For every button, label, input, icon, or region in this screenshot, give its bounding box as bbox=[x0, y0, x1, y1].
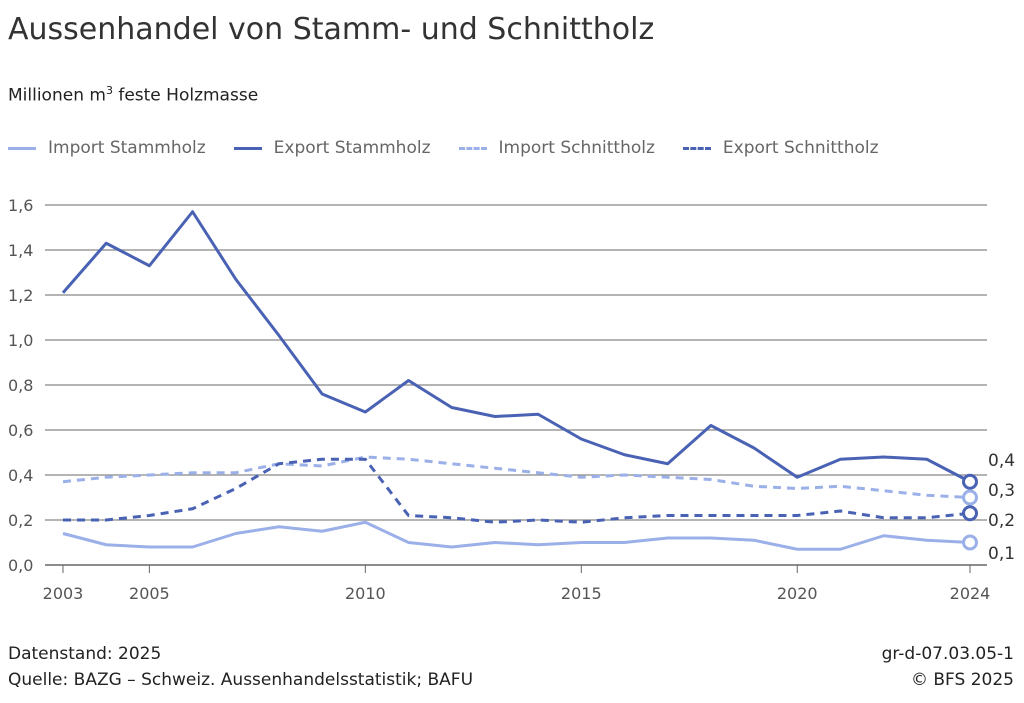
y-tick-label: 1,6 bbox=[8, 196, 33, 215]
datenstand: Datenstand: 2025 bbox=[8, 644, 162, 664]
y-tick-label: 1,4 bbox=[8, 241, 33, 260]
end-marker bbox=[962, 489, 978, 506]
legend-label: Export Stammholz bbox=[273, 138, 431, 158]
series-line-import-stammholz bbox=[62, 520, 971, 551]
x-tick-label: 2005 bbox=[129, 584, 170, 603]
x-tick-label: 2024 bbox=[950, 584, 991, 603]
chart-subtitle: Millionen m3 feste Holzmasse bbox=[8, 84, 258, 106]
series-line-export-schnittholz bbox=[63, 457, 971, 524]
end-value-label: 0,2 bbox=[988, 511, 1015, 531]
y-tick-label: 0,6 bbox=[8, 421, 33, 440]
y-tick-label: 1,2 bbox=[8, 286, 33, 305]
end-value-label: 0,1 bbox=[988, 544, 1015, 564]
end-value-label: 0,4 bbox=[988, 451, 1015, 471]
x-tick-label: 2010 bbox=[345, 584, 386, 603]
end-value-label: 0,3 bbox=[988, 481, 1015, 501]
y-tick-label: 1,0 bbox=[8, 331, 33, 350]
legend-swatch bbox=[233, 146, 262, 150]
x-tick-label: 2020 bbox=[777, 584, 818, 603]
y-tick-label: 0,4 bbox=[8, 466, 33, 485]
x-tick-label: 2003 bbox=[43, 584, 84, 603]
legend-item: Import Stammholz bbox=[8, 138, 206, 158]
legend-swatch bbox=[8, 146, 36, 150]
series-line-import-schnittholz bbox=[62, 455, 971, 499]
legend-label: Export Schnittholz bbox=[722, 138, 879, 158]
chart-title: Aussenhandel von Stamm- und Schnittholz bbox=[8, 12, 655, 47]
source: Quelle: BAZG – Schweiz. Aussenhandelssta… bbox=[8, 670, 474, 690]
y-tick-label: 0,8 bbox=[8, 376, 33, 395]
copyright: © BFS 2025 bbox=[910, 670, 1014, 690]
unit-superscript: 3 bbox=[105, 84, 113, 97]
end-marker bbox=[962, 534, 978, 551]
legend-swatch bbox=[458, 146, 487, 150]
unit-suffix: feste Holzmasse bbox=[112, 85, 259, 106]
series-line-export-stammholz bbox=[61, 210, 971, 484]
end-marker bbox=[962, 473, 978, 490]
chart-code: gr-d-07.03.05-1 bbox=[881, 644, 1014, 664]
legend-item: Export Schnittholz bbox=[682, 138, 879, 158]
y-tick-label: 0,2 bbox=[8, 511, 33, 530]
legend-item: Export Stammholz bbox=[233, 138, 431, 158]
unit-prefix: Millionen m bbox=[8, 85, 106, 106]
x-tick-label: 2015 bbox=[561, 584, 602, 603]
end-marker bbox=[962, 505, 978, 522]
legend: Import Stammholz Export Stammholz Import S… bbox=[8, 138, 907, 158]
y-tick-label: 0,0 bbox=[8, 556, 33, 575]
legend-label: Import Stammholz bbox=[48, 138, 206, 158]
legend-item: Import Schnittholz bbox=[458, 138, 655, 158]
legend-label: Import Schnittholz bbox=[498, 138, 655, 158]
legend-swatch bbox=[682, 146, 711, 150]
